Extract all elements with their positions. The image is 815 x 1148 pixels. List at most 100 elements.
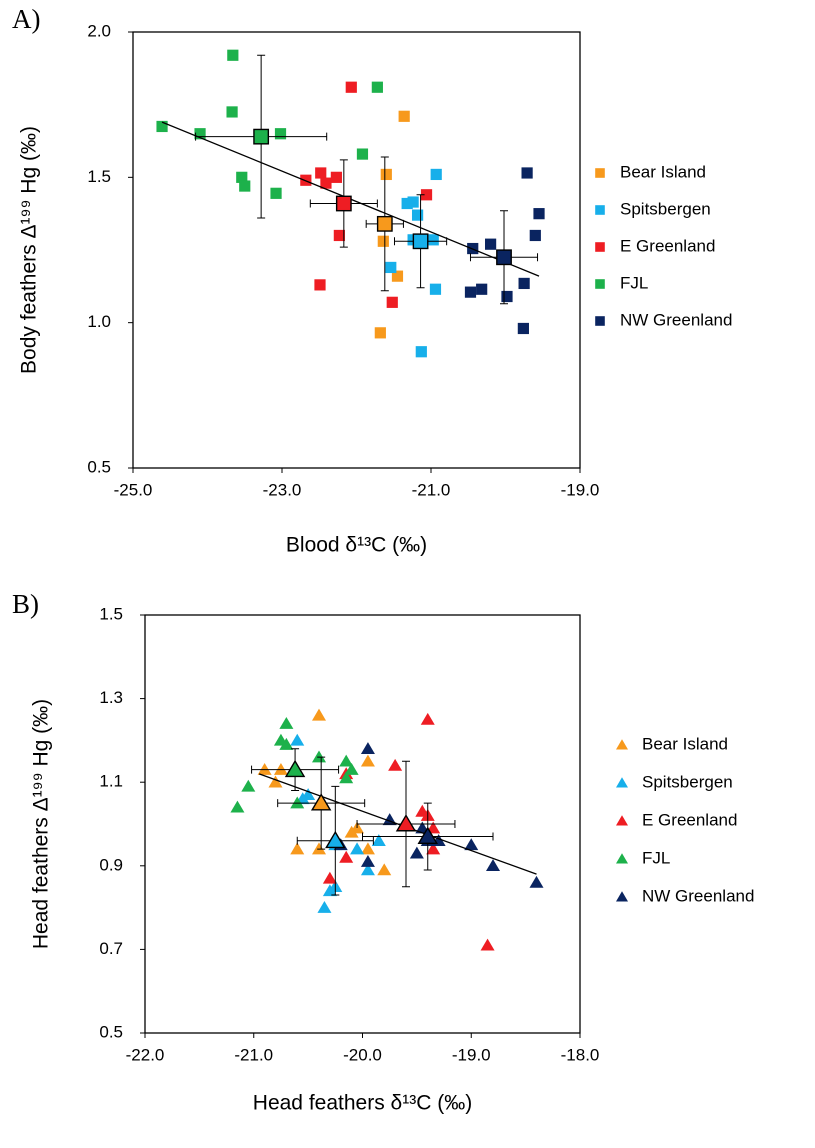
data-point: [226, 106, 238, 118]
data-point: [415, 346, 427, 358]
data-point: [426, 842, 441, 855]
legend-marker: [595, 168, 605, 178]
legend-label: Spitsbergen: [642, 772, 733, 791]
data-point: [371, 81, 383, 93]
data-point: [401, 197, 413, 210]
legend-label: NW Greenland: [642, 886, 754, 905]
data-point: [273, 763, 288, 775]
y-tick-label: 2.0: [87, 21, 111, 40]
data-point: [377, 235, 389, 247]
data-point: [385, 261, 397, 274]
legend-label: E Greenland: [642, 810, 737, 829]
data-point: [345, 81, 357, 93]
x-tick-label: -19.0: [561, 480, 600, 499]
data-point: [360, 854, 375, 867]
data-point: [409, 846, 424, 859]
data-point: [274, 128, 287, 140]
legend-marker: [595, 205, 605, 215]
data-point: [290, 733, 305, 746]
data-point: [529, 875, 544, 888]
mean-point: [253, 128, 270, 145]
y-axis-title: Head feathers Δ¹⁹⁹ Hg (‰): [30, 699, 53, 949]
data-point: [360, 863, 375, 876]
panel-label: B): [12, 589, 39, 619]
plot-area: [132, 31, 581, 469]
data-point: [279, 737, 294, 750]
x-tick-label: -20.0: [343, 1045, 382, 1064]
legend-marker: [595, 279, 605, 289]
y-tick-label: 1.1: [99, 772, 123, 791]
data-point: [350, 842, 365, 855]
data-point: [427, 234, 439, 246]
data-point: [480, 938, 495, 951]
legend-label: E Greenland: [620, 236, 715, 255]
mean-point: [417, 826, 438, 844]
legend-label: FJL: [620, 273, 648, 292]
data-point: [236, 171, 248, 183]
data-point: [518, 277, 530, 290]
mean-point: [496, 249, 512, 266]
mean-point: [325, 830, 346, 849]
legend-label: Bear Island: [642, 734, 728, 753]
data-point: [290, 842, 305, 855]
y-tick-label: 1.3: [99, 688, 123, 707]
data-point: [322, 871, 337, 884]
data-point: [533, 208, 545, 220]
legend-marker: [616, 853, 628, 864]
legend-marker: [616, 739, 628, 750]
data-point: [391, 270, 404, 282]
data-point: [257, 763, 272, 775]
data-point: [312, 842, 326, 855]
mean-point: [395, 814, 417, 832]
panel-label: A): [12, 4, 41, 34]
legend-marker: [595, 242, 605, 252]
x-tick-label: -23.0: [263, 480, 302, 499]
mean-point: [284, 759, 306, 778]
data-point: [377, 863, 392, 876]
data-point: [411, 209, 424, 221]
data-point: [227, 49, 239, 61]
data-point: [317, 900, 332, 913]
data-point: [344, 763, 359, 775]
data-point: [464, 286, 477, 298]
data-point: [344, 825, 359, 838]
y-tick-label: 1.5: [99, 604, 123, 623]
data-point: [529, 229, 541, 242]
data-point: [430, 168, 442, 181]
data-point: [360, 754, 375, 767]
data-point: [156, 120, 168, 133]
x-tick-label: -21.0: [412, 480, 451, 499]
legend-marker: [616, 777, 628, 788]
data-point: [388, 758, 403, 771]
data-point: [339, 850, 354, 863]
data-point: [407, 196, 419, 208]
data-point: [464, 838, 479, 851]
data-point: [290, 796, 305, 809]
data-point: [356, 148, 369, 160]
data-point: [485, 238, 497, 250]
x-axis-title: Head feathers δ¹³C (‰): [253, 1092, 472, 1115]
data-point: [279, 717, 294, 729]
y-tick-label: 0.9: [99, 855, 123, 874]
x-tick-label: -25.0: [114, 480, 153, 499]
data-point: [239, 180, 251, 192]
data-point: [380, 168, 392, 181]
legend-marker: [595, 316, 605, 326]
data-point: [486, 859, 500, 872]
data-point: [320, 177, 332, 189]
data-point: [314, 279, 326, 291]
mean-point: [412, 233, 429, 250]
data-point: [312, 750, 326, 763]
y-axis-title: Body feathers Δ¹⁹⁹ Hg (‰): [18, 126, 41, 374]
data-point: [371, 834, 386, 846]
y-tick-label: 0.5: [99, 1022, 123, 1041]
data-point: [476, 283, 488, 295]
data-point: [374, 327, 386, 339]
data-point: [360, 842, 375, 855]
data-point: [268, 775, 283, 788]
legend-marker: [616, 815, 628, 826]
mean-point: [376, 215, 393, 232]
data-point: [517, 322, 529, 335]
